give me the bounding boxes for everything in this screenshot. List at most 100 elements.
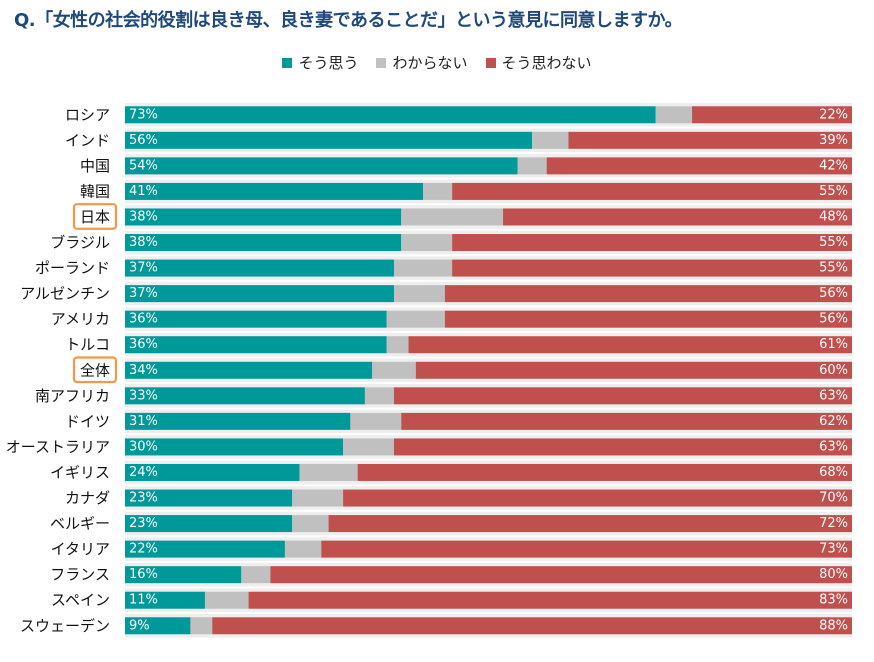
legend-label-unknown: わからない [392,54,468,72]
bar-agree [125,540,285,558]
value-label-agree: 24% [129,465,158,480]
legend-swatch-agree [282,57,293,68]
value-label-agree: 33% [129,388,158,403]
value-label-disagree: 73% [819,542,848,557]
bar-unknown [372,361,416,379]
bar-disagree [452,182,852,200]
bar-disagree [503,208,852,226]
value-label-agree: 16% [129,567,158,582]
bar-unknown [364,387,394,405]
legend-item-disagree: そう思わない [485,52,592,73]
bar-unknown [350,412,402,430]
category-label: アルゼンチン [20,285,110,303]
bar-disagree [452,234,852,252]
bar-agree [125,182,424,200]
bar-unknown [241,566,271,584]
bar-disagree [343,489,852,507]
value-label-disagree: 63% [819,439,848,454]
value-label-disagree: 63% [819,388,848,403]
bar-disagree [452,259,852,277]
bar-disagree [415,361,852,379]
value-label-disagree: 62% [819,414,848,429]
value-label-disagree: 56% [819,286,848,301]
value-label-agree: 38% [129,209,158,224]
bar-disagree [692,106,852,124]
bar-disagree [393,387,852,405]
value-label-agree: 38% [129,235,158,250]
bar-disagree [546,157,852,175]
value-label-disagree: 55% [819,184,848,199]
bar-agree [125,259,394,277]
bar-agree [125,310,387,328]
bar-agree [125,566,242,584]
category-label: アメリカ [51,310,110,328]
category-label: 南アフリカ [35,387,110,405]
bar-unknown [190,617,213,635]
category-label: インド [65,131,110,149]
bar-unknown [393,285,445,303]
category-label: スペイン [51,591,110,609]
value-label-disagree: 55% [819,235,848,250]
category-label: イタリア [51,540,110,558]
bar-agree [125,489,293,507]
category-label: 韓国 [80,182,110,200]
bar-unknown [299,463,358,481]
category-label: カナダ [65,489,110,507]
bar-unknown [517,157,547,175]
bar-agree [125,208,402,226]
bar-agree [125,617,191,635]
bar-unknown [401,208,504,226]
highlight-box [72,356,118,384]
value-label-agree: 9% [129,618,150,633]
legend-item-agree: そう思う [282,52,358,73]
legend-swatch-disagree [485,57,496,68]
bar-agree [125,336,387,354]
value-label-agree: 34% [129,363,158,378]
bar-agree [125,361,373,379]
bar-agree [125,438,344,456]
bar-disagree [444,285,852,303]
bar-unknown [655,106,693,124]
bar-disagree [444,310,852,328]
category-label: 日本 [80,208,110,226]
bar-unknown [292,515,329,533]
value-label-disagree: 42% [819,158,848,173]
bar-agree [125,387,365,405]
bar-agree [125,463,300,481]
value-label-agree: 73% [129,107,158,122]
bar-unknown [284,540,322,558]
bar-agree [125,591,205,609]
legend-label-agree: そう思う [298,54,359,72]
category-label: トルコ [65,336,110,354]
value-label-disagree: 56% [819,312,848,327]
value-label-disagree: 48% [819,209,848,224]
category-label: フランス [50,566,110,584]
value-label-disagree: 88% [819,618,848,633]
legend-item-unknown: わからない [376,52,468,73]
legend-swatch-unknown [376,57,387,68]
value-label-disagree: 39% [819,133,848,148]
bar-unknown [423,182,453,200]
bar-unknown [204,591,249,609]
value-label-disagree: 61% [819,337,848,352]
bar-disagree [212,617,853,635]
value-label-agree: 30% [129,439,158,454]
category-label: スウェーデン [20,617,110,635]
bar-agree [125,106,656,124]
value-label-agree: 22% [129,542,158,557]
bar-agree [125,515,293,533]
value-label-disagree: 72% [819,516,848,531]
value-label-disagree: 68% [819,465,848,480]
bar-agree [125,285,394,303]
value-label-disagree: 22% [819,107,848,122]
category-label: ブラジル [50,234,110,252]
bar-disagree [401,412,852,430]
category-label: 全体 [80,361,110,379]
bar-unknown [343,438,394,456]
category-label: ポーランド [35,259,110,277]
bar-disagree [357,463,852,481]
bar-unknown [532,131,569,149]
category-label: 中国 [80,157,110,175]
